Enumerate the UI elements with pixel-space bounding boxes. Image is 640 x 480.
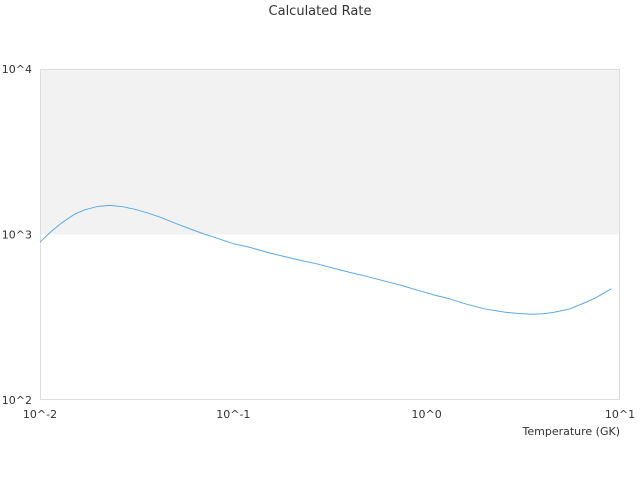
y-tick-label: 10^3 xyxy=(2,229,32,242)
y-tick-label: 10^2 xyxy=(2,394,32,407)
x-tick-label: 10^-2 xyxy=(23,408,57,421)
x-axis-label: Temperature (GK) xyxy=(522,425,621,438)
y-tick-label: 10^4 xyxy=(2,63,32,76)
x-tick-label: 10^0 xyxy=(412,408,442,421)
x-tick-label: 10^-1 xyxy=(216,408,250,421)
series-line xyxy=(39,204,612,315)
plot-border xyxy=(40,69,620,400)
chart-title: Calculated Rate xyxy=(268,4,372,19)
x-tick-label: 10^1 xyxy=(605,408,635,421)
shaded-band xyxy=(40,69,620,235)
